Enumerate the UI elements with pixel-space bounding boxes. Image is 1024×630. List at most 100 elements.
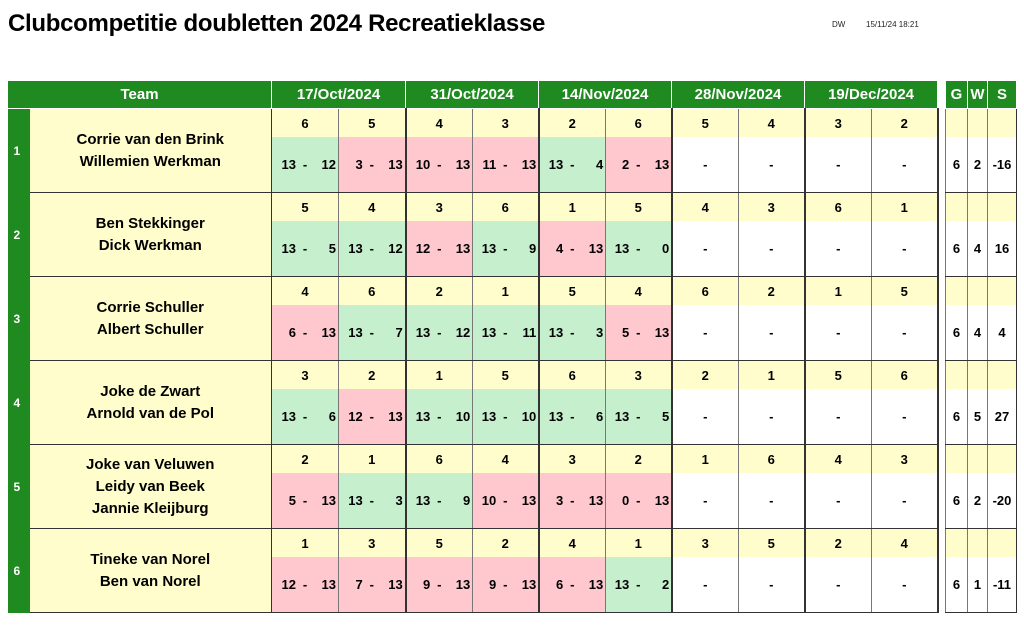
score-own: 0 xyxy=(622,493,630,508)
score-separator: - xyxy=(302,577,308,592)
opponent-number: 2 xyxy=(472,528,540,557)
opponent-number: 3 xyxy=(804,108,873,137)
score-cell: 9-13 xyxy=(472,557,540,613)
score-cell: 13-11 xyxy=(472,305,540,361)
score-cell: - xyxy=(671,305,740,361)
opponent-number: 3 xyxy=(271,360,340,389)
score-own: 12 xyxy=(281,577,297,592)
score-separator: - xyxy=(503,241,508,256)
opponent-number: 3 xyxy=(738,192,806,221)
opponent-number: 4 xyxy=(338,192,407,221)
stats-spacer xyxy=(945,108,968,137)
team-rank: 1 xyxy=(7,108,30,193)
score-cell: - xyxy=(671,473,740,529)
stats-spacer xyxy=(967,108,988,137)
opponent-number: 3 xyxy=(472,108,540,137)
score-opponent: 10 xyxy=(455,409,471,424)
score-cell: 12-13 xyxy=(338,389,407,445)
score-separator: - xyxy=(902,325,907,340)
score-separator: - xyxy=(636,325,641,340)
games-played: 6 xyxy=(945,137,968,193)
score-own: 4 xyxy=(556,241,564,256)
games-won: 2 xyxy=(967,473,988,529)
score-opponent: 3 xyxy=(395,493,403,508)
score-separator: - xyxy=(769,325,774,340)
score-cell: 12-13 xyxy=(405,221,474,277)
stats-spacer xyxy=(967,444,988,473)
score-separator: - xyxy=(437,157,442,172)
date-header: 28/Nov/2024 xyxy=(671,80,806,109)
opponent-number: 1 xyxy=(405,360,474,389)
score-cell: - xyxy=(871,473,939,529)
score-cell: 13- 3 xyxy=(538,305,607,361)
score-separator: - xyxy=(302,325,308,340)
score-separator: - xyxy=(302,493,308,508)
score-separator: - xyxy=(369,325,374,340)
score-separator: - xyxy=(703,241,708,256)
score-opponent: 13 xyxy=(455,157,471,172)
score-own: 13 xyxy=(548,409,564,424)
score-separator: - xyxy=(503,493,508,508)
score-opponent: 12 xyxy=(321,157,337,172)
score-cell: - xyxy=(804,473,873,529)
score-separator: - xyxy=(703,409,708,424)
score-cell: - xyxy=(804,389,873,445)
point-saldo: 27 xyxy=(987,389,1017,445)
team-cell: Tineke van Norel Ben van Norel xyxy=(29,528,273,613)
score-own: 13 xyxy=(548,157,564,172)
score-cell: 13- 5 xyxy=(271,221,340,277)
score-separator: - xyxy=(503,325,508,340)
score-separator: - xyxy=(503,409,508,424)
score-cell: 13-10 xyxy=(472,389,540,445)
score-separator: - xyxy=(769,157,774,172)
score-opponent: 13 xyxy=(654,157,670,172)
score-separator: - xyxy=(369,493,374,508)
games-played: 6 xyxy=(945,557,968,613)
opponent-number: 1 xyxy=(738,360,806,389)
score-own: 3 xyxy=(556,493,564,508)
stats-spacer xyxy=(987,360,1017,389)
score-opponent: 11 xyxy=(522,325,537,340)
standings-table: Team 17/Oct/2024 31/Oct/2024 14/Nov/2024… xyxy=(6,80,939,613)
point-saldo: -16 xyxy=(987,137,1017,193)
score-separator: - xyxy=(570,241,575,256)
score-opponent: 3 xyxy=(596,325,604,340)
opponent-number: 1 xyxy=(472,276,540,305)
score-opponent: 13 xyxy=(388,157,403,172)
score-separator: - xyxy=(503,157,508,172)
opponent-number: 2 xyxy=(871,108,939,137)
score-cell: - xyxy=(871,221,939,277)
score-own: 3 xyxy=(355,157,363,172)
opponent-number: 4 xyxy=(605,276,673,305)
score-separator: - xyxy=(437,241,442,256)
score-separator: - xyxy=(902,493,907,508)
score-opponent: 9 xyxy=(529,241,537,256)
player-name: Corrie Schuller xyxy=(96,298,205,316)
point-saldo: 4 xyxy=(987,305,1017,361)
score-own: 6 xyxy=(288,325,297,340)
opponent-number: 2 xyxy=(605,444,673,473)
opponent-number: 5 xyxy=(671,108,740,137)
player-name: Albert Schuller xyxy=(96,320,204,338)
opponent-number: 3 xyxy=(405,192,474,221)
score-separator: - xyxy=(902,157,907,172)
score-cell: 6-13 xyxy=(271,305,340,361)
score-own: 9 xyxy=(489,577,497,592)
score-separator: - xyxy=(836,493,841,508)
opponent-number: 5 xyxy=(738,528,806,557)
score-cell: - xyxy=(804,137,873,193)
score-cell: - xyxy=(804,221,873,277)
stats-spacer xyxy=(987,108,1017,137)
games-won: 4 xyxy=(967,221,988,277)
score-cell: 13- 4 xyxy=(538,137,607,193)
score-cell: - xyxy=(738,557,806,613)
score-cell: - xyxy=(738,389,806,445)
opponent-number: 6 xyxy=(804,192,873,221)
team-cell: Corrie van den Brink Willemien Werkman xyxy=(29,108,273,193)
score-separator: - xyxy=(570,157,575,172)
score-opponent: 6 xyxy=(596,409,604,424)
score-cell: 3-13 xyxy=(538,473,607,529)
score-cell: - xyxy=(738,473,806,529)
team-cell: Ben Stekkinger Dick Werkman xyxy=(29,192,273,277)
score-cell: 9-13 xyxy=(405,557,474,613)
